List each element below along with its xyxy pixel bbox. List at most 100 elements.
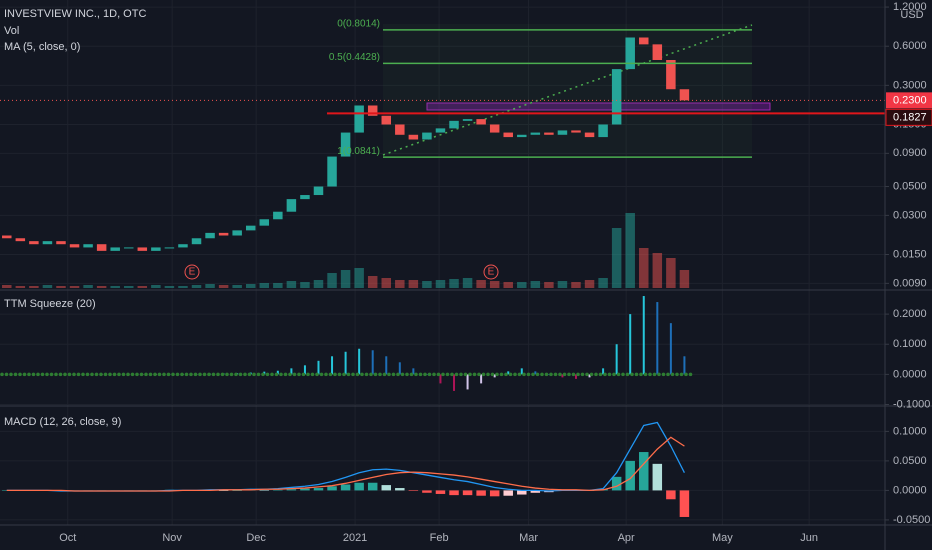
candle-body (178, 244, 188, 248)
volume-bar (449, 279, 459, 288)
earnings-marker[interactable]: E (483, 264, 499, 280)
volume-bar (489, 281, 500, 288)
y-tick-label: 0.0000 (893, 368, 927, 380)
squeeze-dot (513, 372, 517, 377)
squeeze-dot (373, 372, 378, 377)
candle-body (611, 69, 622, 125)
volume-bar (42, 285, 53, 288)
indicator-line (6, 436, 685, 492)
y-tick-label: 0.2000 (893, 308, 927, 320)
volume-bar (259, 283, 270, 288)
y-tick-label: 0.0900 (893, 147, 927, 159)
currency-label[interactable]: USD (900, 9, 923, 21)
candle-body (29, 241, 39, 245)
histogram-bar (588, 374, 591, 378)
squeeze-dot (553, 372, 558, 377)
squeeze-dot (90, 372, 94, 377)
squeeze-dot (22, 372, 27, 377)
squeeze-dot (625, 372, 630, 377)
squeeze-dot (562, 372, 567, 377)
candle-body (286, 199, 297, 212)
x-tick-label: Oct (59, 532, 76, 544)
squeeze-dot (202, 372, 207, 377)
price-level-label: 0.1827 (893, 111, 927, 123)
histogram-bar (381, 485, 391, 491)
squeeze-dot (103, 372, 108, 377)
earnings-marker[interactable]: E (184, 264, 200, 280)
plot: 0(0.8014) 0.5(0.4428) 1(0.0841) (0, 19, 885, 517)
candle-body (435, 128, 446, 133)
squeeze-dot (423, 372, 427, 377)
volume-bar (218, 285, 229, 288)
candle-body (503, 132, 513, 138)
last-price-label: 0.2300 (893, 94, 927, 106)
volume-bar (652, 253, 663, 288)
candle-body (124, 247, 134, 249)
histogram-bar (358, 348, 361, 375)
histogram-bar (642, 296, 645, 375)
candle-body (462, 119, 473, 121)
histogram-bar (425, 374, 428, 375)
histogram-bar (300, 488, 310, 491)
squeeze-dot (171, 372, 175, 377)
squeeze-dot (378, 372, 382, 377)
earnings-label: E (189, 267, 196, 278)
volume-bar (273, 283, 283, 288)
histogram-bar (666, 490, 676, 500)
squeeze-dot (540, 372, 544, 377)
squeeze-dot (418, 372, 423, 377)
range-box (426, 102, 771, 111)
squeeze-dot (315, 372, 319, 377)
squeeze-dot (679, 372, 684, 377)
volume-bar (517, 282, 527, 288)
squeeze-dot (436, 372, 441, 377)
histogram-bar (354, 482, 364, 491)
indicator-label[interactable]: MA (5, close, 0) (4, 41, 80, 53)
y-tick-label: 1.2000 (893, 1, 927, 13)
volume-bar (611, 228, 622, 288)
candle-body (422, 132, 432, 140)
y-tick-label: -0.0500 (893, 514, 930, 526)
squeeze-dot (81, 372, 85, 377)
squeeze-dot (364, 372, 369, 377)
squeeze-dot (481, 372, 486, 377)
squeeze-dot (252, 372, 256, 377)
indicator-label[interactable]: MACD (12, 26, close, 9) (4, 416, 121, 428)
squeeze-dot (571, 372, 576, 377)
squeeze-dot (54, 372, 58, 377)
y-tick-label: 0.6000 (893, 40, 927, 52)
squeeze-dot (27, 372, 31, 377)
histogram-bar (517, 490, 527, 495)
candle-body (666, 59, 676, 90)
squeeze-dot (558, 372, 562, 377)
squeeze-dot (162, 372, 166, 377)
indicator-label[interactable]: Vol (4, 25, 19, 37)
squeeze-dot (499, 372, 504, 377)
squeeze-dot (31, 372, 36, 377)
squeeze-dot (310, 372, 315, 377)
squeeze-dot (535, 372, 540, 377)
histogram-bar (652, 463, 663, 491)
candle-body (2, 235, 12, 239)
squeeze-dot (261, 372, 265, 377)
candle-body (96, 244, 107, 251)
squeeze-dot (630, 372, 634, 377)
squeeze-dot (607, 372, 612, 377)
squeeze-dot (585, 372, 589, 377)
squeeze-dot (342, 372, 346, 377)
volume-bar (286, 281, 297, 288)
squeeze-dot (643, 372, 648, 377)
squeeze-dot (517, 372, 522, 377)
histogram-bar (263, 371, 266, 375)
symbol-title[interactable]: INVESTVIEW INC., 1D, OTC (4, 8, 146, 20)
squeeze-dot (243, 372, 247, 377)
histogram-bar (313, 488, 324, 491)
histogram-bar (408, 490, 419, 491)
candle-body (15, 238, 26, 242)
indicator-label[interactable]: TTM Squeeze (20) (4, 298, 96, 310)
squeeze-dot (4, 372, 9, 377)
squeeze-dot (621, 372, 625, 377)
volume-bar (435, 280, 446, 288)
candle-body (232, 230, 242, 236)
candle-body (571, 130, 581, 133)
